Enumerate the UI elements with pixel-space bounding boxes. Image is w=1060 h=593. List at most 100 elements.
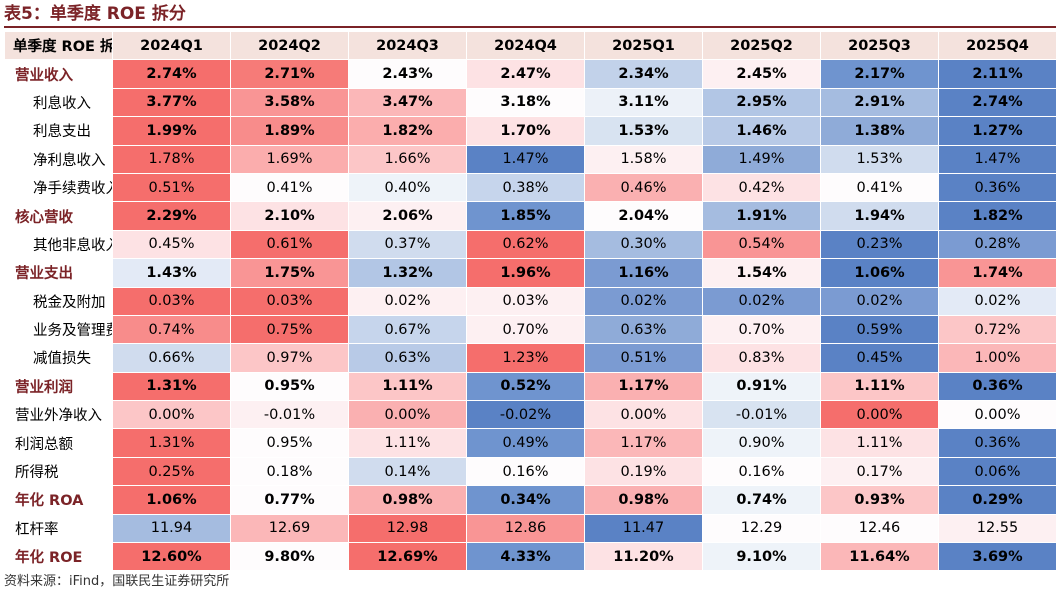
table-row: 业务及管理费 0.74% 0.75% 0.67% 0.70% 0.63% 0.70% 0.59…: [4, 314, 1057, 345]
value-cell: -0.01%: [702, 400, 821, 430]
value-cell: 0.90%: [702, 428, 821, 458]
row-label: 营业支出: [4, 258, 113, 288]
value-cell: 1.32%: [348, 258, 467, 288]
value-cell: 2.29%: [112, 201, 231, 231]
header-cell-2025q4: 2025Q4: [938, 30, 1057, 61]
value-cell: 0.34%: [466, 485, 585, 515]
value-cell: 1.16%: [584, 258, 703, 288]
value-cell: 0.93%: [820, 485, 939, 515]
value-cell: 2.10%: [230, 201, 349, 231]
title-bar: 表5：单季度 ROE 拆分: [4, 1, 1056, 28]
value-cell: 11.20%: [584, 542, 703, 572]
value-cell: 0.17%: [820, 456, 939, 487]
value-cell: 0.38%: [466, 172, 585, 203]
value-cell: 12.60%: [112, 542, 231, 572]
value-cell: 0.59%: [820, 314, 939, 345]
value-cell: 2.45%: [702, 59, 821, 89]
value-cell: 1.53%: [584, 116, 703, 146]
table-row: 税金及附加 0.03% 0.03% 0.02% 0.03% 0.02% 0.02% 0.02%…: [4, 286, 1057, 316]
value-cell: 0.40%: [348, 172, 467, 203]
value-cell: 1.31%: [112, 371, 231, 402]
value-cell: 1.53%: [820, 144, 939, 174]
value-cell: 12.69%: [348, 542, 467, 572]
value-cell: 12.55: [938, 513, 1057, 544]
value-cell: 0.14%: [348, 456, 467, 487]
value-cell: 0.67%: [348, 314, 467, 345]
header-row: 单季度 ROE 拆分2024Q12024Q22024Q32024Q42025Q1…: [4, 30, 1057, 61]
table-row: 营业外净收入 0.00% -0.01% 0.00% -0.02% 0.00% -0.01% 0…: [4, 400, 1057, 430]
value-cell: 0.37%: [348, 229, 467, 260]
value-cell: 1.49%: [702, 144, 821, 174]
value-cell: 12.29: [702, 513, 821, 544]
value-cell: 12.46: [820, 513, 939, 544]
value-cell: 1.91%: [702, 201, 821, 231]
value-cell: 0.49%: [466, 428, 585, 458]
value-cell: 11.94: [112, 513, 231, 544]
value-cell: -0.02%: [466, 400, 585, 430]
value-cell: 0.30%: [584, 229, 703, 260]
value-cell: 0.03%: [230, 286, 349, 316]
value-cell: 2.71%: [230, 59, 349, 89]
value-cell: 0.02%: [584, 286, 703, 316]
table-row: 年化 ROE 12.60% 9.80% 12.69% 4.33% 11.20% 9.10% 1…: [4, 542, 1057, 572]
value-cell: 1.11%: [348, 371, 467, 402]
value-cell: 3.47%: [348, 87, 467, 118]
row-label: 核心营收: [4, 201, 113, 231]
header-cell-2025q2: 2025Q2: [702, 30, 821, 61]
table-row: 其他非息收入 0.45% 0.61% 0.37% 0.62% 0.30% 0.54% 0.23…: [4, 229, 1057, 260]
value-cell: 2.43%: [348, 59, 467, 89]
header-cell-2024q3: 2024Q3: [348, 30, 467, 61]
table-row: 营业收入 2.74% 2.71% 2.43% 2.47% 2.34% 2.45% 2.17% 2…: [4, 59, 1057, 89]
value-cell: 1.54%: [702, 258, 821, 288]
value-cell: 1.58%: [584, 144, 703, 174]
value-cell: 0.00%: [938, 400, 1057, 430]
value-cell: 0.72%: [938, 314, 1057, 345]
table-row: 减值损失 0.66% 0.97% 0.63% 1.23% 0.51% 0.83% 0.45% 1…: [4, 343, 1057, 373]
value-cell: 1.17%: [584, 428, 703, 458]
value-cell: 0.95%: [230, 371, 349, 402]
value-cell: 3.77%: [112, 87, 231, 118]
value-cell: 2.91%: [820, 87, 939, 118]
value-cell: 1.85%: [466, 201, 585, 231]
value-cell: 1.43%: [112, 258, 231, 288]
value-cell: 0.62%: [466, 229, 585, 260]
table-body: 营业收入 2.74% 2.71% 2.43% 2.47% 2.34% 2.45% 2.17% 2…: [4, 59, 1057, 572]
table-row: 营业支出 1.43% 1.75% 1.32% 1.96% 1.16% 1.54% 1.06% 1…: [4, 258, 1057, 288]
header-cell-2025q1: 2025Q1: [584, 30, 703, 61]
header-cell-2024q1: 2024Q1: [112, 30, 231, 61]
table-row: 利润总额 1.31% 0.95% 1.11% 0.49% 1.17% 0.90% 1.11% 0…: [4, 428, 1057, 458]
value-cell: 2.04%: [584, 201, 703, 231]
header-cell-2024q2: 2024Q2: [230, 30, 349, 61]
value-cell: 0.54%: [702, 229, 821, 260]
value-cell: 0.83%: [702, 343, 821, 373]
row-label: 营业利润: [4, 371, 113, 402]
value-cell: 1.96%: [466, 258, 585, 288]
value-cell: 3.69%: [938, 542, 1057, 572]
table-row: 所得税 0.25% 0.18% 0.14% 0.16% 0.19% 0.16% 0.17% 0.…: [4, 456, 1057, 487]
value-cell: 12.98: [348, 513, 467, 544]
value-cell: 0.95%: [230, 428, 349, 458]
value-cell: 0.61%: [230, 229, 349, 260]
value-cell: 0.19%: [584, 456, 703, 487]
value-cell: 1.89%: [230, 116, 349, 146]
value-cell: 0.98%: [584, 485, 703, 515]
value-cell: 1.74%: [938, 258, 1057, 288]
value-cell: 4.33%: [466, 542, 585, 572]
table-row: 利息支出 1.99% 1.89% 1.82% 1.70% 1.53% 1.46% 1.38% 1…: [4, 116, 1057, 146]
value-cell: 0.02%: [348, 286, 467, 316]
value-cell: 1.82%: [348, 116, 467, 146]
value-cell: 0.98%: [348, 485, 467, 515]
value-cell: 0.45%: [820, 343, 939, 373]
value-cell: 0.75%: [230, 314, 349, 345]
value-cell: 3.11%: [584, 87, 703, 118]
value-cell: 0.36%: [938, 172, 1057, 203]
value-cell: 12.86: [466, 513, 585, 544]
value-cell: 1.11%: [348, 428, 467, 458]
value-cell: 0.00%: [348, 400, 467, 430]
value-cell: 1.70%: [466, 116, 585, 146]
value-cell: 1.17%: [584, 371, 703, 402]
value-cell: 0.00%: [584, 400, 703, 430]
header-cell-2024q4: 2024Q4: [466, 30, 585, 61]
table-row: 年化 ROA 1.06% 0.77% 0.98% 0.34% 0.98% 0.74% 0.93…: [4, 485, 1057, 515]
value-cell: 0.77%: [230, 485, 349, 515]
